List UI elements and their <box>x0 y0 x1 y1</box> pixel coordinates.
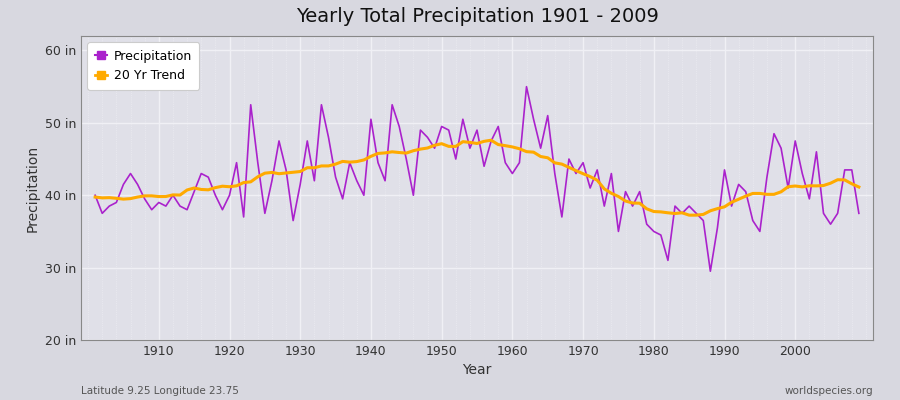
Text: worldspecies.org: worldspecies.org <box>785 386 873 396</box>
X-axis label: Year: Year <box>463 364 491 378</box>
Y-axis label: Precipitation: Precipitation <box>25 144 40 232</box>
Title: Yearly Total Precipitation 1901 - 2009: Yearly Total Precipitation 1901 - 2009 <box>295 7 659 26</box>
Text: Latitude 9.25 Longitude 23.75: Latitude 9.25 Longitude 23.75 <box>81 386 239 396</box>
Legend: Precipitation, 20 Yr Trend: Precipitation, 20 Yr Trend <box>87 42 199 90</box>
